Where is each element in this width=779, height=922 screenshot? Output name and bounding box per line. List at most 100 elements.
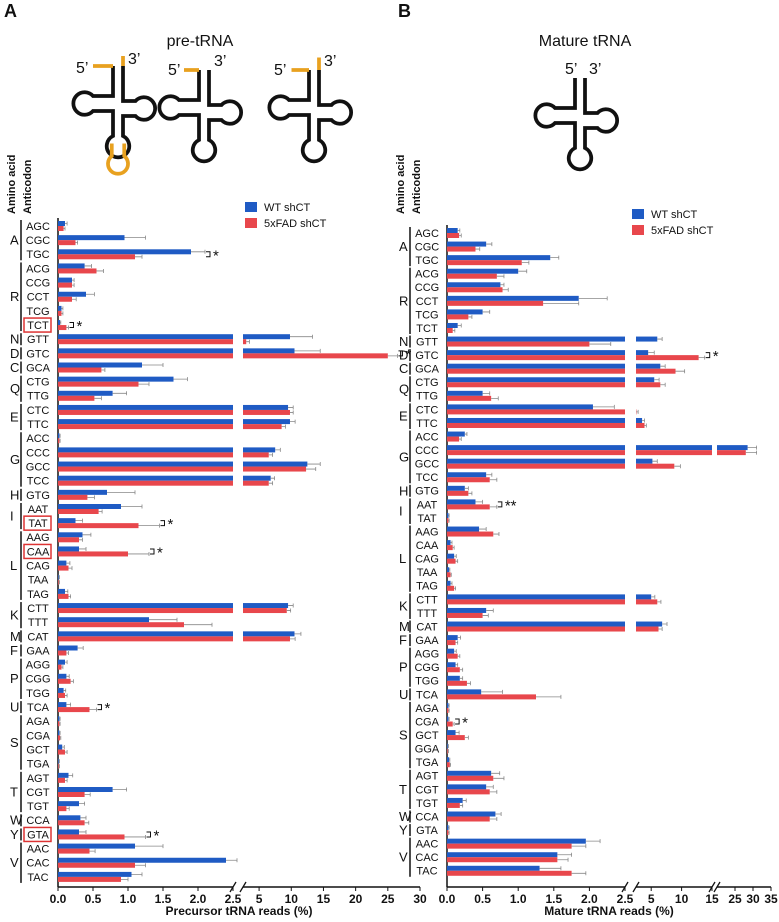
error-bar bbox=[268, 481, 274, 486]
bar bbox=[58, 320, 61, 326]
error-bar bbox=[288, 405, 294, 410]
error-bar bbox=[489, 477, 498, 482]
error-bar bbox=[747, 445, 757, 450]
bar bbox=[447, 830, 449, 836]
error-bar bbox=[675, 369, 686, 374]
amino-acid-label: T bbox=[10, 784, 18, 799]
significance-bracket bbox=[497, 501, 503, 508]
error-bar bbox=[660, 382, 666, 387]
x-tick-label: 0.0 bbox=[439, 892, 456, 906]
error-bar bbox=[585, 839, 601, 844]
bar bbox=[58, 574, 59, 580]
x-axis-title: Mature tRNA reads (%) bbox=[544, 904, 674, 918]
significance-bracket bbox=[146, 831, 151, 838]
bar bbox=[447, 553, 455, 559]
error-bar bbox=[79, 537, 83, 542]
error-bar bbox=[60, 735, 62, 740]
amino-acid-label: N bbox=[10, 332, 19, 347]
bar bbox=[447, 350, 625, 356]
bar bbox=[243, 424, 282, 430]
bar bbox=[447, 748, 448, 754]
x-tick-label: 30 bbox=[413, 892, 427, 906]
x-tick-label: 1.0 bbox=[510, 892, 527, 906]
error-bar bbox=[457, 635, 461, 640]
error-bar bbox=[489, 817, 498, 822]
bar bbox=[447, 762, 450, 768]
anticodon-label: GTG bbox=[26, 490, 50, 502]
error-bar bbox=[96, 268, 104, 273]
error-bar bbox=[58, 759, 60, 764]
error-bar bbox=[84, 820, 90, 825]
bar bbox=[447, 363, 625, 369]
error-bar bbox=[457, 323, 462, 328]
x-tick-label: 5 bbox=[648, 892, 655, 906]
anticodon-label: CCA bbox=[26, 815, 50, 827]
significance-bracket bbox=[398, 350, 403, 357]
bar bbox=[58, 876, 121, 882]
anticodon-label: TTG bbox=[27, 391, 49, 403]
bar bbox=[447, 662, 456, 668]
amino-acid-label: U bbox=[399, 687, 408, 702]
legend-swatch bbox=[632, 225, 644, 235]
bar bbox=[447, 757, 450, 763]
three-prime-label: 3’ bbox=[324, 53, 336, 70]
bar bbox=[58, 362, 142, 368]
error-bar bbox=[557, 852, 572, 857]
amino-acid-label: G bbox=[10, 452, 20, 467]
significance-label: * bbox=[105, 700, 111, 717]
error-bar bbox=[184, 622, 213, 627]
bar bbox=[243, 636, 290, 642]
bar bbox=[58, 466, 233, 472]
error-bar bbox=[98, 509, 103, 514]
bar bbox=[447, 743, 448, 749]
anticodon-label: CGG bbox=[414, 662, 439, 674]
error-bar bbox=[94, 396, 102, 401]
significance-label: * bbox=[77, 318, 83, 335]
anticodon-label: CCG bbox=[26, 278, 50, 290]
amino-acid-label: A bbox=[399, 239, 408, 254]
anticodon-label: GAA bbox=[415, 635, 439, 647]
bar bbox=[447, 458, 625, 464]
bar bbox=[447, 545, 453, 551]
anticodon-label: TAA bbox=[28, 575, 49, 587]
error-bar bbox=[281, 424, 286, 429]
anticodon-label: CGC bbox=[26, 235, 51, 247]
error-bar bbox=[448, 703, 450, 708]
bar bbox=[58, 461, 233, 467]
anticodon-label: GCT bbox=[26, 744, 50, 756]
error-bar bbox=[644, 423, 647, 428]
amino-acid-label: D bbox=[10, 346, 19, 361]
legend-swatch bbox=[245, 202, 257, 212]
anticodon-label: AAG bbox=[415, 526, 438, 538]
highlight-box bbox=[23, 515, 52, 531]
bar bbox=[58, 834, 125, 840]
bar bbox=[447, 775, 494, 781]
error-bar bbox=[448, 830, 450, 835]
error-bar bbox=[77, 646, 84, 650]
error-bar bbox=[674, 464, 681, 469]
anticodon-label: AGG bbox=[26, 660, 50, 672]
error-bar bbox=[539, 866, 562, 871]
bar bbox=[58, 678, 71, 684]
bar bbox=[58, 707, 90, 713]
bar bbox=[243, 603, 289, 609]
error-bar bbox=[124, 834, 146, 839]
panel-label: A bbox=[4, 1, 17, 21]
bar bbox=[58, 532, 83, 538]
error-bar bbox=[65, 221, 68, 226]
bar bbox=[447, 255, 551, 261]
bar bbox=[58, 551, 128, 557]
bar bbox=[243, 339, 247, 345]
anticodon-label: CGT bbox=[415, 784, 439, 796]
anticodon-label: AGA bbox=[415, 703, 439, 715]
error-bar bbox=[518, 269, 528, 274]
anticodon-label: TCA bbox=[27, 702, 50, 714]
bar bbox=[447, 635, 458, 641]
significance-label: * bbox=[462, 714, 468, 731]
bar bbox=[447, 702, 449, 708]
bar bbox=[447, 811, 496, 817]
error-bar bbox=[448, 708, 450, 713]
five-prime-label: 5’ bbox=[76, 60, 88, 77]
significance-label: * bbox=[168, 516, 174, 533]
bar bbox=[58, 226, 64, 231]
